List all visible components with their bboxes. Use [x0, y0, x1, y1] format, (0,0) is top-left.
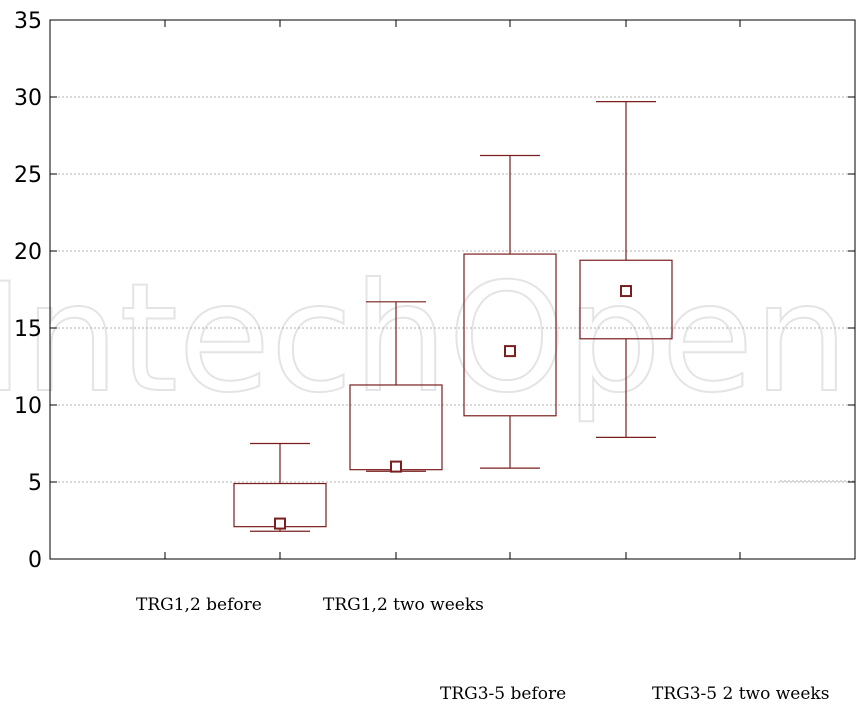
y-axis-ticks: 0 5 10 15 20 25 30 35: [14, 9, 855, 573]
watermark-text: IntechOpen: [0, 252, 849, 426]
y-tick-label: 20: [14, 240, 42, 265]
box-group: [463, 154, 557, 469]
box-iqr: [463, 253, 557, 417]
x-tick-label: TRG3-5 2 two weeks: [652, 684, 829, 704]
y-tick-label: 15: [14, 317, 42, 342]
y-tick-label: 0: [28, 548, 42, 573]
y-tick-label: 30: [14, 86, 42, 111]
box-group: [579, 101, 673, 438]
box-group: [233, 442, 327, 532]
x-tick-label: TRG3-5 before: [440, 684, 566, 704]
median-marker: [390, 460, 402, 473]
y-tick-label: 5: [28, 471, 42, 496]
gridlines: [50, 96, 855, 483]
y-tick-label: 25: [14, 163, 42, 188]
x-axis-labels: TRG1,2 before TRG1,2 two weeks TRG3-5 befo…: [136, 595, 829, 704]
axes: [49, 19, 856, 560]
x-tick-label: TRG1,2 two weeks: [323, 595, 484, 615]
x-tick-label: TRG1,2 before: [136, 595, 262, 615]
box-iqr: [579, 259, 673, 340]
plot-frame: [49, 19, 856, 560]
y-tick-label: 35: [14, 9, 42, 34]
median-marker: [620, 285, 632, 298]
median-marker: [274, 517, 286, 530]
boxes: [233, 101, 673, 532]
box-group: [349, 301, 443, 473]
y-tick-label: 10: [14, 394, 42, 419]
median-marker: [504, 345, 516, 358]
